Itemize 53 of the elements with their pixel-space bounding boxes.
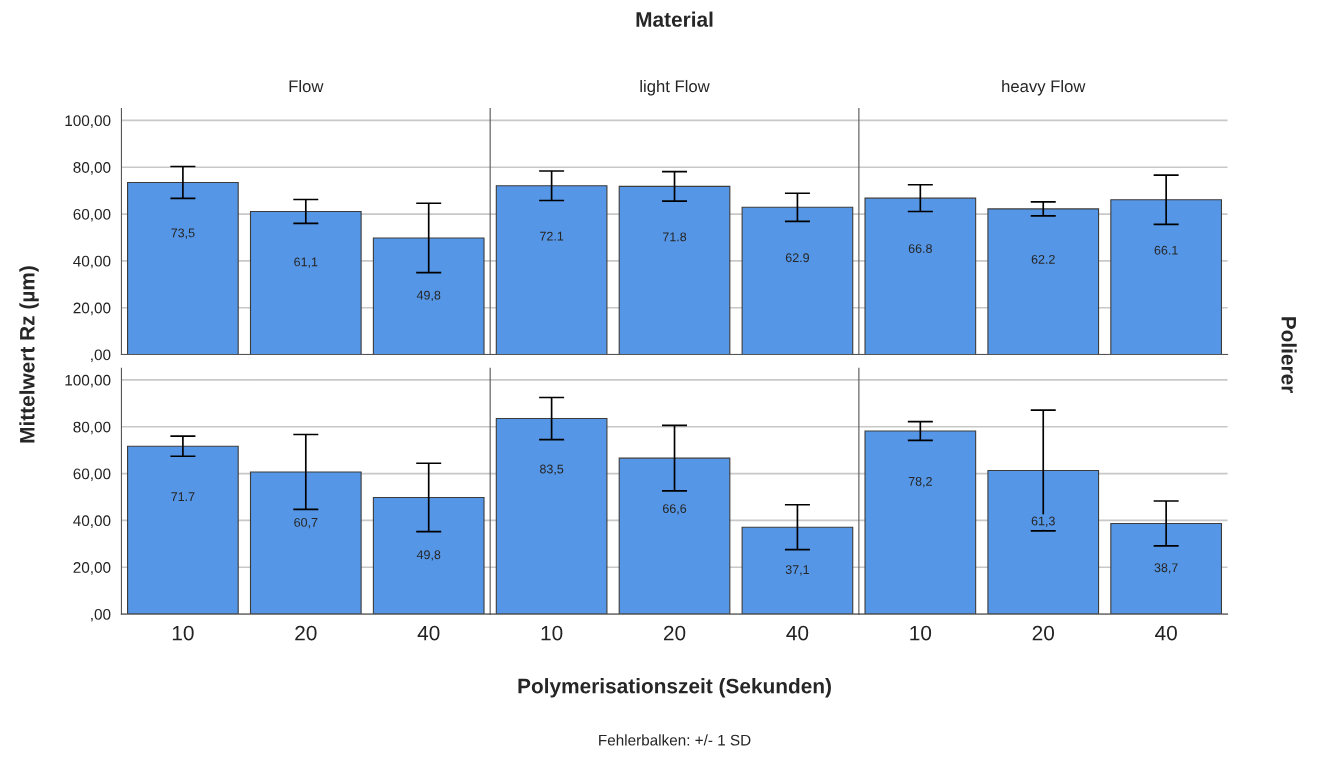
data-label: 49,8 xyxy=(416,290,441,302)
y-axis-title: Mittelwert Rz (µm) xyxy=(19,266,39,443)
y-tick-label: ,00 xyxy=(91,349,111,363)
y-tick-label: 60,00 xyxy=(73,208,111,222)
x-tick-label: 10 xyxy=(910,625,932,641)
data-label: 66.8 xyxy=(908,244,932,253)
chart-title: Flow xyxy=(289,79,324,93)
bar xyxy=(249,471,362,615)
x-tick-label: 10 xyxy=(541,625,563,641)
y-tick-label: ,00 xyxy=(91,608,111,622)
data-label: 37,1 xyxy=(785,565,809,576)
y-tick-label: 60,00 xyxy=(73,468,111,482)
data-label: 62.2 xyxy=(1031,254,1055,264)
data-label: 66.1 xyxy=(1154,245,1178,255)
bar xyxy=(249,210,362,355)
bar xyxy=(127,445,239,615)
bar xyxy=(372,496,485,615)
text: Material xyxy=(636,11,713,27)
data-label: 78,2 xyxy=(908,476,932,488)
x-tick-label: 20 xyxy=(295,625,317,641)
data-label: 83,5 xyxy=(539,464,564,475)
x-tick-label: 10 xyxy=(172,625,194,641)
chart-title: light Flow xyxy=(640,79,710,96)
text: Polierer xyxy=(1281,317,1297,394)
y-tick-label: 40,00 xyxy=(73,515,111,528)
data-label: 71.8 xyxy=(663,232,687,242)
data-label: 73,5 xyxy=(171,228,195,239)
bar xyxy=(372,237,485,355)
y-tick-label: 20,00 xyxy=(73,302,111,316)
bar xyxy=(127,181,239,355)
x-tick-label: 20 xyxy=(663,625,686,641)
data-label: 62.9 xyxy=(785,253,809,263)
y-tick-label: 100,00 xyxy=(65,374,111,388)
x-axis-title: Polymerisationszeit (Sekunden) xyxy=(518,678,831,698)
data-label: 72.1 xyxy=(540,231,564,241)
x-tick-label: 40 xyxy=(786,625,809,641)
data-label: 38,7 xyxy=(1154,563,1178,574)
y-tick-label: 40,00 xyxy=(73,255,111,269)
y-tick-label: 100,00 xyxy=(65,115,111,128)
data-label: 61,3 xyxy=(1031,516,1055,527)
y-tick-label: 20,00 xyxy=(73,562,111,575)
y-tick-label: 80,00 xyxy=(73,421,111,435)
data-label: 61,1 xyxy=(294,257,318,268)
data-label: 71.7 xyxy=(171,492,195,501)
chart-title: heavy Flow xyxy=(1002,79,1086,96)
y-tick-label: 80,00 xyxy=(73,162,111,175)
x-tick-label: 40 xyxy=(417,625,440,641)
text: Fehlerbalken: +/- 1 SD xyxy=(599,734,751,746)
data-label: 66,6 xyxy=(662,504,687,515)
data-label: 49,8 xyxy=(416,550,441,561)
data-label: 60,7 xyxy=(294,517,318,529)
x-tick-label: 20 xyxy=(1032,625,1055,641)
x-tick-label: 40 xyxy=(1155,625,1177,641)
